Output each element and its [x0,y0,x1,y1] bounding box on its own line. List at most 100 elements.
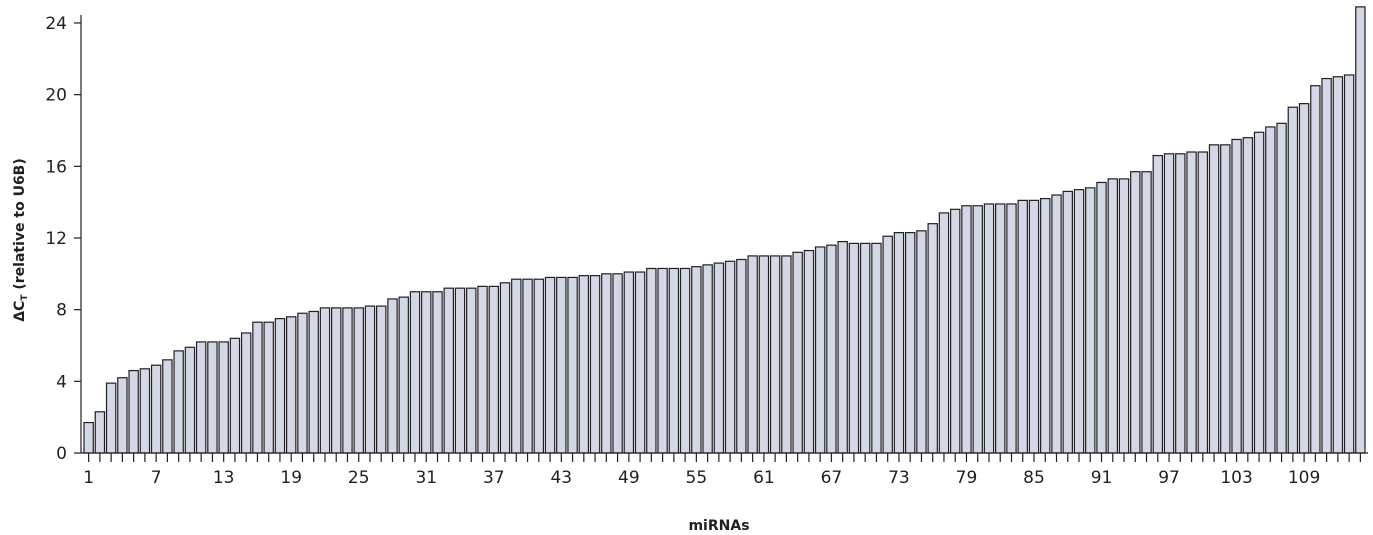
bar-21 [308,310,319,454]
bar-48 [612,273,623,454]
bar-97 [1163,153,1175,454]
x-tick-label-85: 85 [1023,468,1045,488]
bar-17 [263,321,274,454]
bars-group [83,6,1366,454]
x-tick-label-97: 97 [1158,468,1180,488]
y-tick-label-12: 12 [45,229,67,249]
bar-7 [150,364,162,454]
bar-86 [1040,197,1051,454]
bar-71 [871,242,882,454]
bar-45 [578,275,590,454]
bar-84 [1017,199,1028,454]
bar-25 [353,307,364,454]
bar-56 [702,264,713,454]
bar-24 [342,307,353,454]
x-tick-label-31: 31 [415,468,437,488]
bar-67 [826,244,837,454]
bar-70 [859,242,871,454]
bar-96 [1152,154,1164,454]
bar-75 [916,230,927,454]
bar-106 [1265,126,1276,454]
bar-51 [646,267,657,454]
bar-83 [1006,203,1017,454]
x-tick-label-61: 61 [753,468,775,488]
bar-89 [1073,189,1085,454]
bar-101 [1208,144,1220,454]
bar-102 [1220,144,1231,454]
bar-59 [736,258,747,454]
bar-108 [1287,106,1299,454]
y-tick-label-0: 0 [56,444,67,464]
bar-50 [634,271,646,454]
x-tick-label-67: 67 [821,468,843,488]
bar-94 [1130,171,1141,454]
bar-107 [1276,122,1287,454]
bar-80 [972,205,983,454]
x-tick-label-1: 1 [83,468,94,488]
bar-72 [882,235,893,454]
bar-47 [601,273,612,454]
bar-55 [691,266,702,454]
bar-18 [274,318,286,454]
bar-73 [893,232,905,454]
bar-85 [1028,199,1040,454]
bar-23 [331,307,342,454]
bar-30 [409,291,421,454]
bar-66 [814,246,826,454]
bar-110 [1310,85,1321,454]
bar-14 [229,337,241,454]
bar-36 [477,285,488,454]
x-tick-label-13: 13 [213,468,235,488]
bar-103 [1231,138,1242,454]
x-axis-title: miRNAs [688,518,749,534]
bar-100 [1197,151,1209,454]
x-tick-label-79: 79 [956,468,978,488]
bar-99 [1186,151,1197,454]
x-tick-label-55: 55 [686,468,708,488]
bar-112 [1332,76,1344,454]
bar-34 [454,287,466,454]
x-tick-label-25: 25 [348,468,370,488]
bar-1 [83,421,94,454]
bar-58 [724,260,736,454]
y-axis-ticks: 0 4 8 12 16 20 24 [45,14,81,464]
x-tick-label-103: 103 [1220,468,1252,488]
bar-64 [792,251,803,454]
bar-11 [195,341,207,454]
x-tick-label-49: 49 [618,468,640,488]
bar-19 [285,316,297,454]
x-tick-label-73: 73 [888,468,910,488]
x-tick-label-19: 19 [280,468,302,488]
bar-113 [1343,74,1355,454]
bar-16 [252,321,263,454]
bar-105 [1253,131,1265,454]
bar-46 [589,275,601,454]
bar-78 [949,208,961,454]
bar-109 [1298,103,1310,454]
y-tick-label-20: 20 [45,86,67,106]
bar-111 [1321,77,1332,454]
bar-32 [432,291,443,454]
bar-27 [376,305,387,454]
x-axis-ticks: 1 7 13 19 25 31 37 43 49 55 61 67 73 79 85 91 97 103 109 [83,453,1361,488]
bar-44 [567,276,578,454]
bar-13 [218,341,229,454]
bar-68 [837,240,848,454]
bar-114 [1355,6,1366,454]
bar-65 [803,249,815,454]
bar-9 [173,350,184,454]
y-tick-label-8: 8 [56,301,67,321]
bar-77 [938,212,950,454]
bar-33 [443,287,454,454]
bar-93 [1118,178,1130,454]
y-tick-label-16: 16 [45,157,67,177]
bar-63 [781,255,792,454]
bar-12 [207,341,218,454]
bar-91 [1096,181,1107,454]
bar-37 [488,285,500,454]
bar-104 [1242,137,1254,454]
bar-76 [927,223,938,454]
bar-82 [995,203,1006,454]
bar-69 [848,242,860,454]
